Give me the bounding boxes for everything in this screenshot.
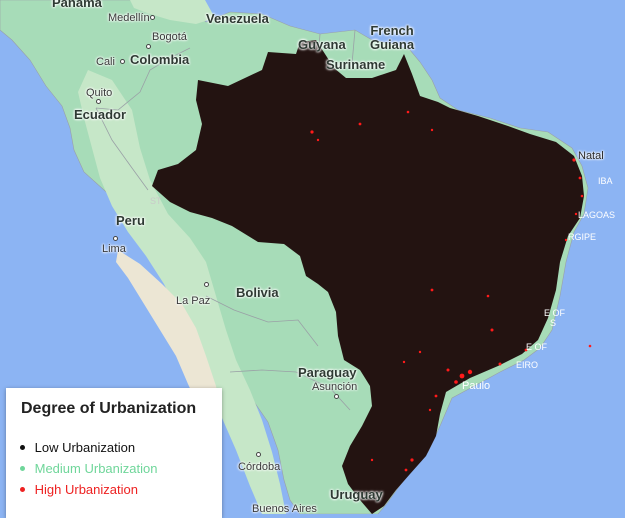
city-label-natal: Natal <box>578 150 604 162</box>
legend-item-low: Low Urbanization <box>20 440 208 455</box>
city-label-medellin: Medellín <box>108 12 150 24</box>
country-label-ecuador: Ecuador <box>74 107 127 122</box>
country-label-guyana: Guyana <box>298 37 346 52</box>
legend-dot-medium-icon <box>20 466 25 472</box>
state-fragment-e-of-1: E OF <box>544 308 566 318</box>
city-dot-cordoba <box>256 452 261 457</box>
city-label-cali: Cali <box>96 56 115 68</box>
city-label-cordoba: Córdoba <box>238 461 281 473</box>
legend-dot-low-icon <box>20 445 25 451</box>
country-label-venezuela: Venezuela <box>206 11 269 26</box>
state-fragment-e-of-2: E OF <box>526 342 548 352</box>
andes-highland <box>78 70 286 514</box>
legend-label-low: Low Urbanization <box>34 440 136 455</box>
city-label-la-paz: La Paz <box>176 295 211 307</box>
city-dot-quito <box>96 99 101 104</box>
state-fragment-s-1: S <box>550 318 557 328</box>
country-label-suriname: Suriname <box>326 57 386 72</box>
state-fragment-st: ST <box>150 196 162 206</box>
city-dot-asuncion <box>334 394 339 399</box>
legend-title: Degree of Urbanization <box>21 400 197 417</box>
legend-panel: Degree of Urbanization Low Urbanization … <box>6 388 222 518</box>
caribbean-coast <box>130 0 215 24</box>
legend-item-high: High Urbanization <box>20 482 208 497</box>
country-label-uruguay: Uruguay <box>330 487 383 502</box>
state-fragment-eiro: EIRO <box>516 360 539 370</box>
country-label-panama: Panama <box>52 0 102 10</box>
city-label-buenos-aires: Buenos Aires <box>252 503 317 514</box>
city-dot-medellin <box>150 15 155 20</box>
brazil-region <box>152 40 584 514</box>
city-dot-lima <box>113 236 118 241</box>
state-fragment-rgipe: RGIPE <box>568 232 597 242</box>
brazil-high-urban-dots <box>310 110 592 472</box>
city-label-bogota: Bogotá <box>152 31 187 43</box>
legend-label-high: High Urbanization <box>34 482 138 497</box>
country-label-peru: Peru <box>116 213 145 228</box>
french-guiana-line-1: French <box>370 23 414 38</box>
country-label-bolivia: Bolivia <box>236 285 279 300</box>
city-dot-la-paz <box>204 282 209 287</box>
state-fragment-lagoas: LAGOAS <box>578 210 616 220</box>
city-label-quito: Quito <box>86 87 113 99</box>
city-dot-bogota <box>146 44 151 49</box>
city-dot-cali <box>120 59 125 64</box>
city-label-asuncion: Asunción <box>312 381 358 393</box>
city-label-lima: Lima <box>102 243 126 255</box>
state-fragment-iba: IBA <box>598 176 613 186</box>
country-label-french-guiana: French Guiana <box>370 24 414 52</box>
city-label-paulo: Paulo <box>462 380 491 392</box>
desert-coast <box>116 250 222 430</box>
country-label-colombia: Colombia <box>130 52 190 67</box>
legend-dot-high-icon <box>20 487 25 493</box>
french-guiana-line-2: Guiana <box>370 37 415 52</box>
legend-label-medium: Medium Urbanization <box>34 461 158 476</box>
legend-item-medium: Medium Urbanization <box>20 461 208 476</box>
country-label-paraguay: Paraguay <box>298 365 357 380</box>
